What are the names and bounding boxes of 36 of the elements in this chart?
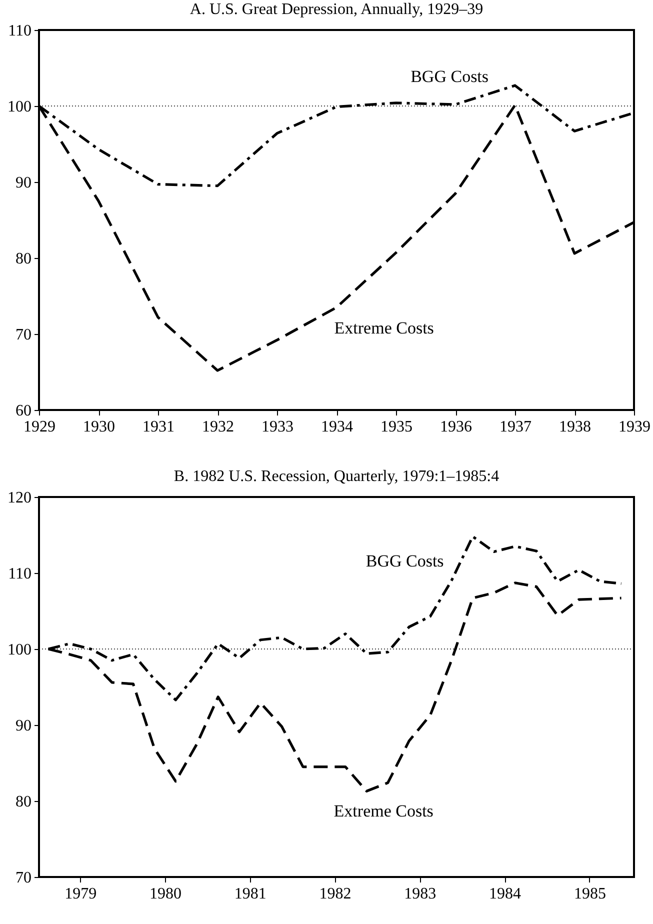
x-tick-label: 1939 (618, 418, 650, 436)
x-tick-label: 1934 (321, 418, 353, 436)
x-tick-label: 1979 (64, 886, 97, 902)
x-tick-label: 1930 (83, 418, 115, 436)
y-tick-label: 60 (16, 402, 32, 420)
x-tick-label: 1983 (404, 886, 436, 902)
y-tick-label: 100 (8, 642, 32, 658)
series-label: Extreme Costs (334, 802, 434, 821)
x-tick-label: 1933 (262, 418, 294, 436)
x-tick-label: 1929 (24, 418, 56, 436)
x-tick-label: 1985 (574, 886, 606, 902)
x-tick-label: 1937 (500, 418, 532, 436)
y-tick-label: 80 (16, 250, 32, 268)
y-tick-label: 90 (16, 174, 32, 192)
x-tick-label: 1931 (142, 418, 174, 436)
x-tick-label: 1980 (150, 886, 182, 902)
series-label: BGG Costs (410, 67, 489, 86)
series-label: BGG Costs (366, 552, 444, 571)
series-label: Extreme Costs (334, 318, 434, 338)
x-tick-label: 1932 (202, 418, 234, 436)
x-tick-label: 1935 (380, 418, 412, 436)
y-tick-label: 70 (16, 870, 32, 886)
y-tick-label: 80 (16, 794, 32, 810)
y-tick-label: 90 (16, 718, 32, 734)
x-tick-label: 1936 (440, 418, 472, 436)
y-tick-label: 110 (8, 22, 32, 40)
y-tick-label: 100 (8, 98, 32, 116)
x-tick-label: 1982 (319, 886, 352, 902)
chart-title: A. U.S. Great Depression, Annually, 1929–39 (190, 1, 484, 18)
chart-title: B. 1982 U.S. Recession, Quarterly, 1979:1–1985:4 (174, 468, 500, 485)
x-tick-label: 1981 (234, 886, 266, 902)
y-tick-label: 110 (8, 566, 32, 582)
x-tick-label: 1938 (559, 418, 591, 436)
y-tick-label: 120 (8, 490, 32, 506)
x-tick-label: 1984 (489, 886, 522, 902)
y-tick-label: 70 (16, 326, 32, 344)
